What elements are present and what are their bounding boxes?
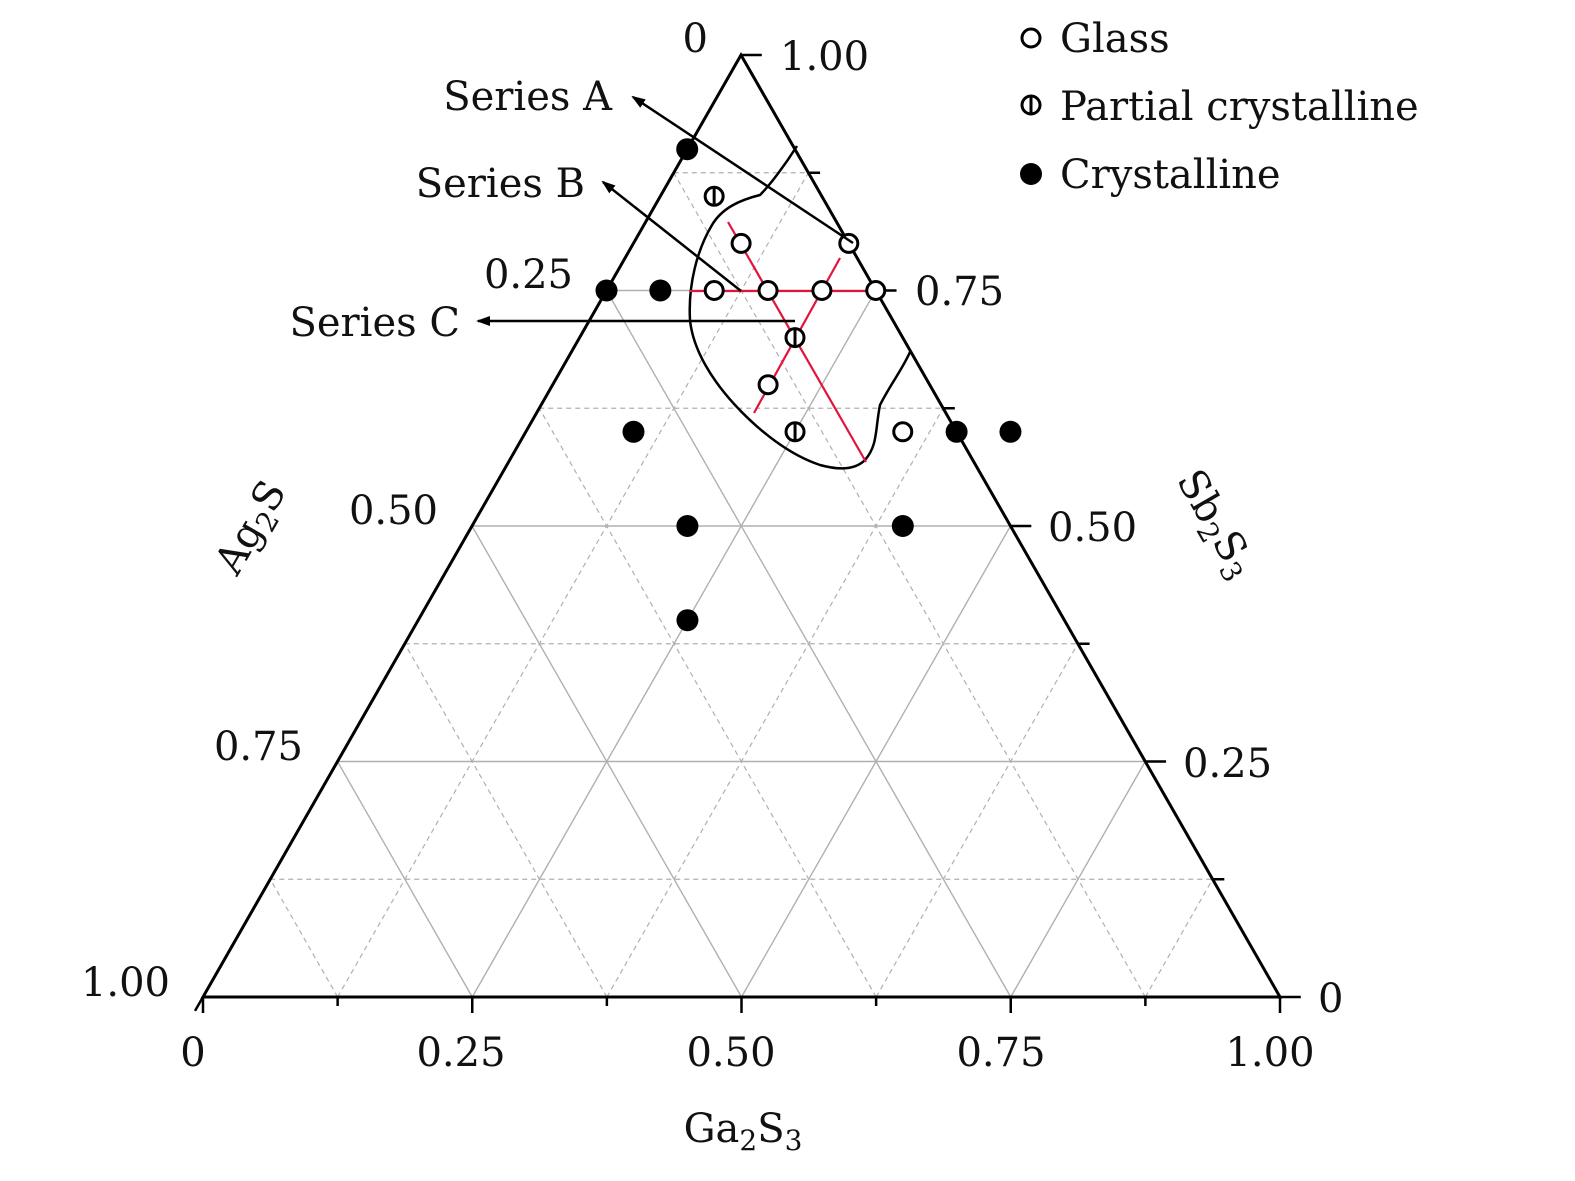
grid <box>269 172 1214 998</box>
legend-item-crystalline: Crystalline <box>1020 152 1281 198</box>
tick-label: 0.25 <box>1183 741 1272 787</box>
x-axis-title: Ga2S3 <box>684 1106 803 1157</box>
series-a-annotation: Series A <box>443 74 854 245</box>
left-axis-title: Ag2S <box>205 473 300 586</box>
point-glass <box>811 280 833 301</box>
right-tick-labels: 1.00 0.75 0.50 0.25 0 <box>780 34 1343 1022</box>
point-crystalline <box>891 515 914 537</box>
legend-label: Glass <box>1060 16 1170 62</box>
tick-label: 1.00 <box>780 34 869 80</box>
point-crystalline <box>999 420 1022 443</box>
tick-label: 0 <box>683 16 708 62</box>
tick-label: 0.50 <box>686 1030 775 1076</box>
axis-tick <box>533 407 541 417</box>
axis-tick <box>193 996 205 1012</box>
series-a-label: Series A <box>443 74 613 120</box>
point-crystalline <box>676 138 699 161</box>
grid-line <box>673 172 1146 998</box>
series-b-arrow <box>601 180 742 292</box>
axis-tick <box>462 525 474 541</box>
point-glass <box>865 280 887 301</box>
grid-line <box>606 407 944 998</box>
grid-line <box>875 643 1079 998</box>
legend-marker-open <box>1020 27 1042 49</box>
point-glass <box>838 232 860 254</box>
point-glass <box>703 280 725 301</box>
axis-tick <box>731 54 743 70</box>
grid-line <box>740 525 1012 998</box>
tick-label: 1.00 <box>81 960 170 1006</box>
legend: Glass Partial crystalline Crystalline <box>1020 16 1419 198</box>
grid-line <box>269 878 339 998</box>
tick-label: 1.00 <box>1225 1030 1314 1076</box>
point-crystalline <box>676 515 699 537</box>
tick-label: 0 <box>1318 976 1343 1022</box>
axis-tick <box>328 760 339 776</box>
tick-label: 0.25 <box>416 1030 505 1076</box>
series-lines <box>690 221 876 463</box>
series-b-label: Series B <box>416 161 585 207</box>
point-glass <box>892 421 914 443</box>
grid-line <box>1144 878 1214 998</box>
series-a-arrow <box>631 95 854 245</box>
legend-label: Crystalline <box>1060 152 1281 198</box>
tick-label: 0 <box>180 1030 205 1076</box>
series-c-label: Series C <box>289 300 460 346</box>
point-crystalline <box>649 279 672 302</box>
grid-line <box>1010 761 1146 998</box>
point-crystalline <box>622 420 645 443</box>
legend-label: Partial crystalline <box>1060 84 1419 130</box>
legend-item-partial: Partial crystalline <box>1020 84 1419 130</box>
point-glass <box>757 374 779 396</box>
tick-label: 0.75 <box>214 724 303 770</box>
axis-tick <box>399 643 406 653</box>
grid-line <box>404 643 608 998</box>
series-b-annotation: Series B <box>416 161 742 292</box>
grid-line <box>337 172 809 998</box>
right-axis-title: Sb2S3 <box>1163 462 1265 588</box>
point-crystalline <box>595 279 618 302</box>
axis-tick <box>264 878 272 888</box>
point-glass <box>730 232 752 254</box>
point-glass <box>757 280 779 301</box>
tick-label: 0.25 <box>484 252 573 298</box>
triangle-axes <box>193 51 1301 1013</box>
tick-label: 0.50 <box>349 488 438 534</box>
axis-tick <box>668 172 675 182</box>
grid-line <box>538 407 877 998</box>
data-points <box>595 138 1022 632</box>
point-crystalline <box>945 420 968 443</box>
point-crystalline <box>676 609 699 632</box>
tick-label: 0.50 <box>1048 505 1137 551</box>
legend-marker-filled <box>1020 163 1042 185</box>
legend-item-glass: Glass <box>1020 16 1170 62</box>
series-c-annotation: Series C <box>289 300 795 346</box>
bottom-tick-labels: 0 0.25 0.50 0.75 1.00 <box>180 1030 1314 1076</box>
grid-line <box>336 761 473 998</box>
tick-label: 0.75 <box>915 269 1004 315</box>
left-tick-labels: 0 0.25 0.50 0.75 1.00 <box>81 16 708 1006</box>
glass-region-outline <box>688 145 912 470</box>
glass-forming-region <box>688 145 912 470</box>
grid-line <box>471 525 743 998</box>
tick-label: 0.75 <box>956 1030 1045 1076</box>
